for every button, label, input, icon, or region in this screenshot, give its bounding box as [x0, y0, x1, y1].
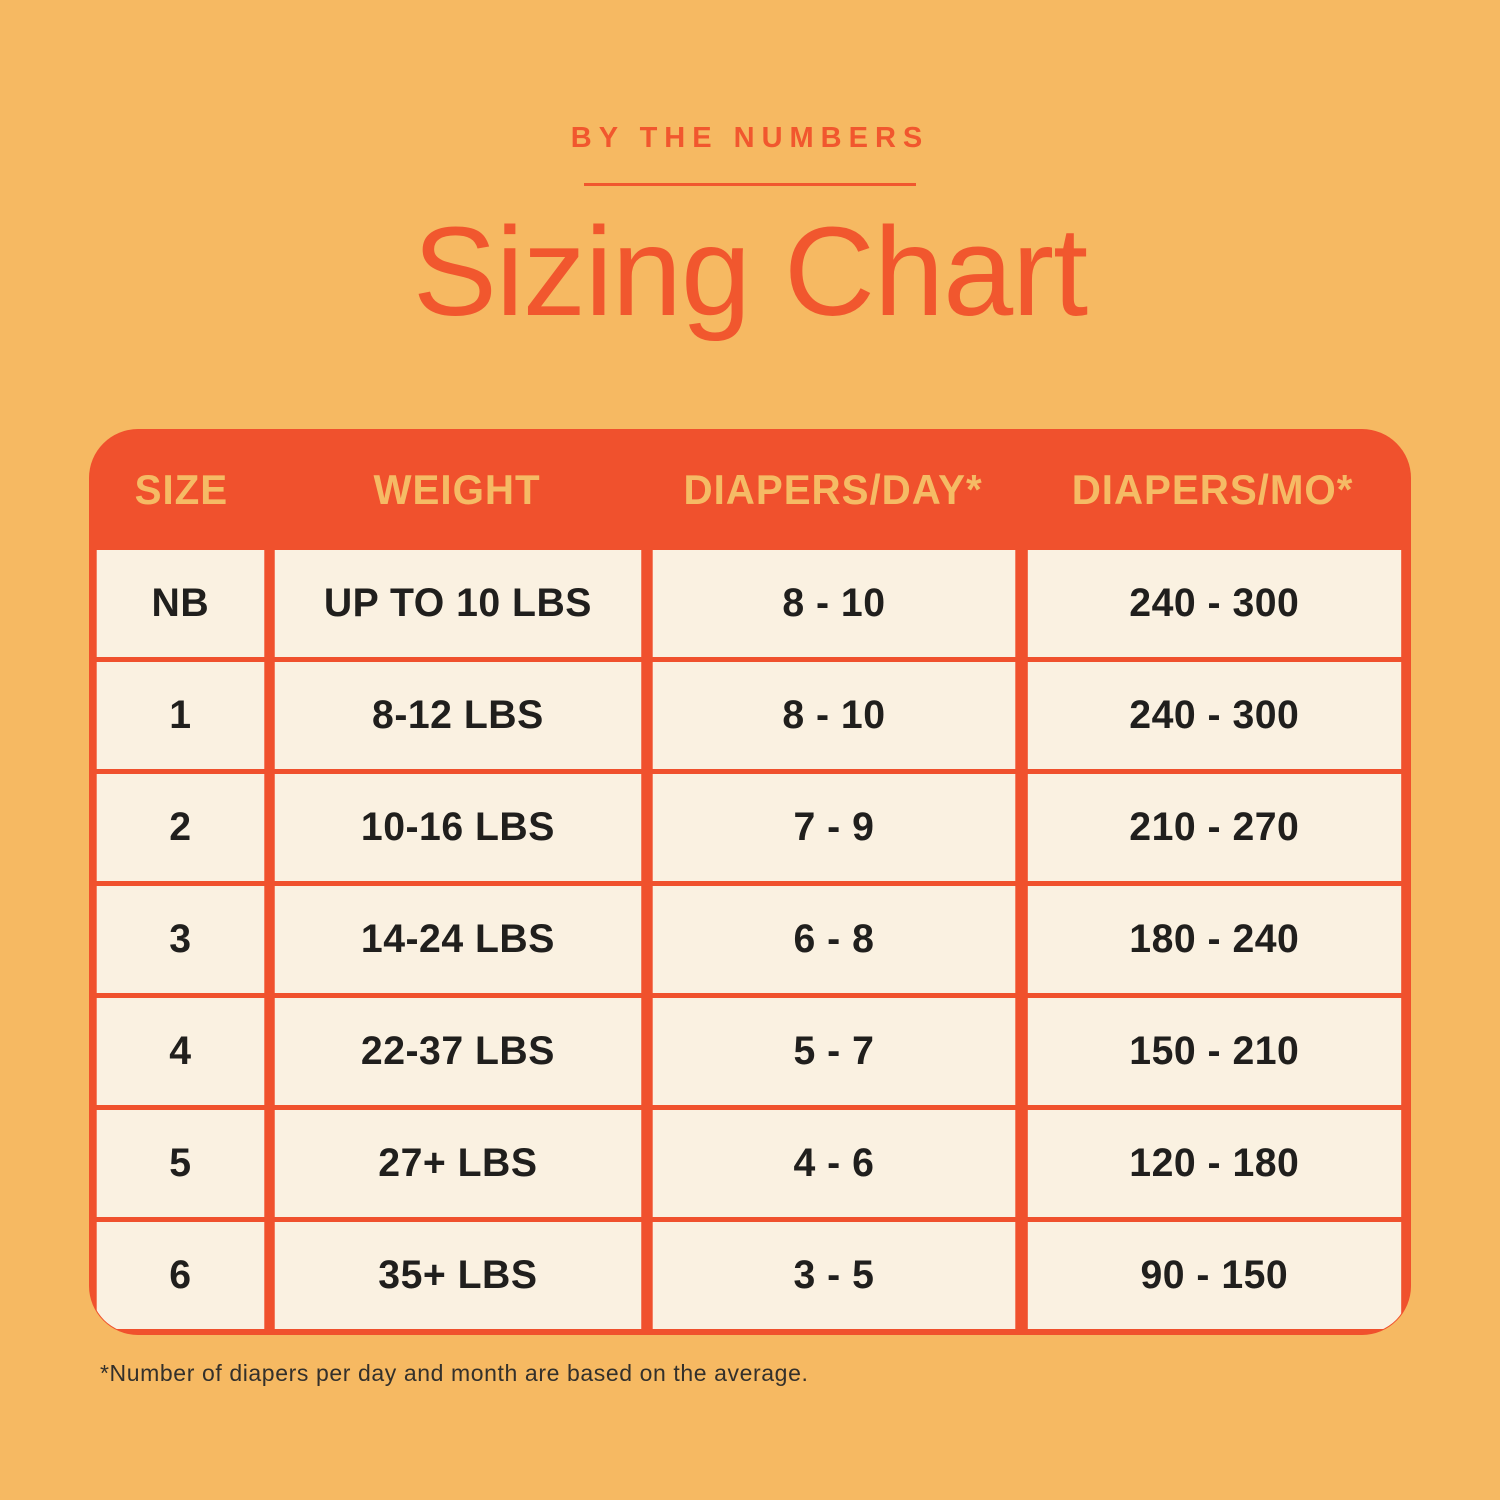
cell-weight: 8-12 LBS — [274, 662, 641, 770]
column-header-size: SIZE — [134, 466, 229, 514]
cell-diapers-day: 8 - 10 — [653, 550, 1016, 658]
cell-size: 2 — [96, 774, 264, 882]
cell-diapers-day: 3 - 5 — [653, 1222, 1016, 1330]
cell-weight: 22-37 LBS — [274, 998, 641, 1106]
column-header-weight: WEIGHT — [373, 466, 541, 514]
page-header: BY THE NUMBERS Sizing Chart — [0, 0, 1500, 338]
cell-diapers-mo: 150 - 210 — [1028, 998, 1402, 1106]
footnote-text: *Number of diapers per day and month are… — [100, 1360, 809, 1387]
cell-weight: UP TO 10 LBS — [274, 550, 641, 658]
cell-size: 6 — [96, 1222, 264, 1330]
cell-size: 4 — [96, 998, 264, 1106]
cell-weight: 27+ LBS — [274, 1110, 641, 1218]
cell-size: 5 — [96, 1110, 264, 1218]
cell-diapers-day: 7 - 9 — [653, 774, 1016, 882]
eyebrow-label: BY THE NUMBERS — [570, 122, 930, 154]
cell-diapers-day: 8 - 10 — [653, 662, 1016, 770]
cell-diapers-day: 6 - 8 — [653, 886, 1016, 994]
page-title: Sizing Chart — [412, 201, 1088, 342]
sizing-chart-table: SIZE WEIGHT DIAPERS/DAY* DIAPERS/MO* NB … — [90, 430, 1410, 1335]
cell-diapers-mo: 120 - 180 — [1028, 1110, 1402, 1218]
cell-size: NB — [96, 550, 264, 658]
cell-diapers-day: 4 - 6 — [653, 1110, 1016, 1218]
cell-diapers-mo: 240 - 300 — [1028, 662, 1402, 770]
eyebrow-underline — [584, 183, 916, 186]
column-header-diapers-mo: DIAPERS/MO* — [1071, 466, 1354, 514]
cell-diapers-mo: 90 - 150 — [1028, 1222, 1402, 1330]
cell-diapers-mo: 210 - 270 — [1028, 774, 1402, 882]
cell-diapers-day: 5 - 7 — [653, 998, 1016, 1106]
cell-weight: 10-16 LBS — [274, 774, 641, 882]
cell-size: 3 — [96, 886, 264, 994]
cell-diapers-mo: 240 - 300 — [1028, 550, 1402, 658]
cell-size: 1 — [96, 662, 264, 770]
table-body: NB UP TO 10 LBS 8 - 10 240 - 300 1 8-12 … — [90, 550, 1410, 1335]
cell-weight: 14-24 LBS — [274, 886, 641, 994]
column-header-diapers-day: DIAPERS/DAY* — [683, 466, 983, 514]
table-header-row: SIZE WEIGHT DIAPERS/DAY* DIAPERS/MO* — [90, 430, 1410, 551]
cell-weight: 35+ LBS — [274, 1222, 641, 1330]
cell-diapers-mo: 180 - 240 — [1028, 886, 1402, 994]
